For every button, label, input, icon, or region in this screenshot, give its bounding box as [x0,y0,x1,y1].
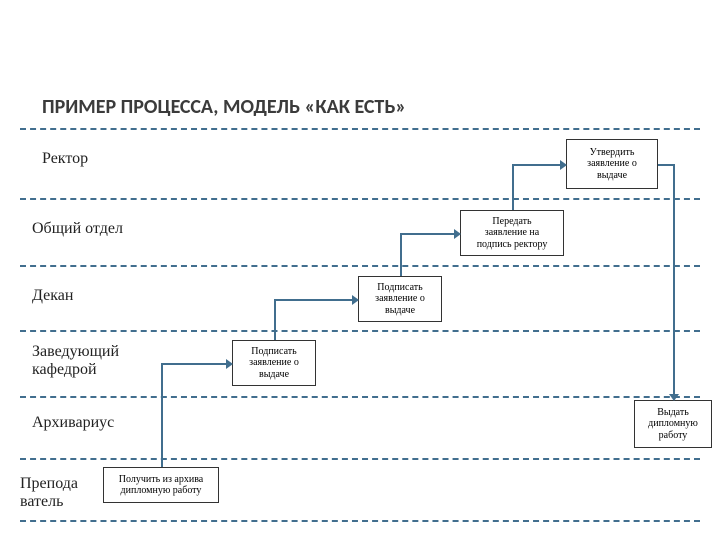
connector [400,233,454,235]
process-node: Получить из архива дипломную работу [103,467,219,503]
arrow-head-icon [669,394,679,401]
lane-divider [20,458,700,460]
lane-divider [20,520,700,522]
process-node: Передать заявление на подпись ректору [460,210,564,256]
lane-divider [20,396,700,398]
connector [512,164,560,166]
connector [658,164,673,166]
arrow-head-icon [352,295,359,305]
lane-divider [20,198,700,200]
process-node: Подписать заявление о выдаче [232,340,316,386]
process-node: Подписать заявление о выдаче [358,276,442,322]
connector [400,233,402,276]
connector [274,299,352,301]
connector [673,164,675,394]
arrow-head-icon [226,359,233,369]
lane-divider [20,330,700,332]
process-node: Утвердить заявление о выдаче [566,139,658,189]
arrow-head-icon [560,160,567,170]
connector [512,164,514,210]
arrow-head-icon [454,229,461,239]
lane-label: Ректор [42,150,88,168]
connector [274,299,276,340]
lane-label: Заведующий кафедрой [32,343,119,379]
lane-label: Архивариус [32,414,114,432]
connector [161,363,226,365]
lane-label: Препода ватель [20,475,78,511]
lane-label: Декан [32,287,73,305]
connector [161,363,163,467]
lane-divider [20,265,700,267]
process-node: Выдать дипломную работу [634,400,712,448]
lane-label: Общий отдел [32,220,123,238]
page-title: ПРИМЕР ПРОЦЕССА, МОДЕЛЬ «КАК ЕСТЬ» [42,95,406,119]
lane-divider [20,128,700,130]
